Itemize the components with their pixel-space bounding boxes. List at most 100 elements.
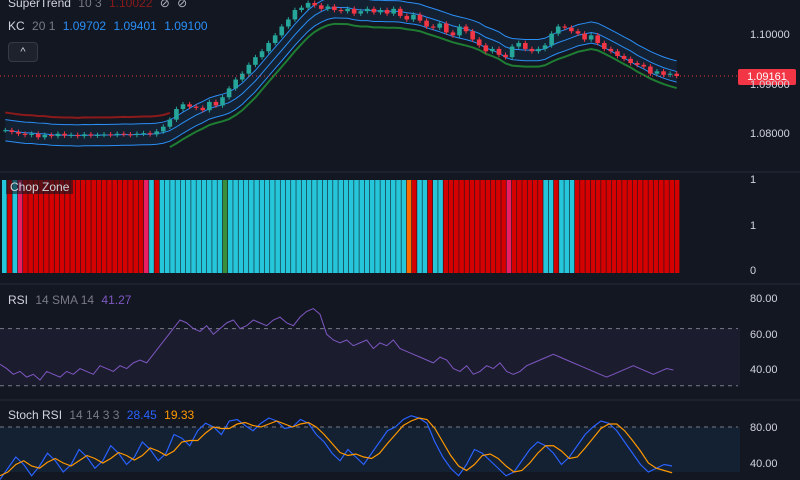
chop-zone-bar xyxy=(369,180,375,273)
candle xyxy=(509,46,515,58)
chop-zone-bar xyxy=(648,180,654,273)
chop-zone-bar xyxy=(632,180,638,273)
candle xyxy=(641,64,647,67)
candle xyxy=(286,19,291,27)
chop-axis-label: 1 xyxy=(750,174,757,186)
candle xyxy=(351,8,357,14)
chop-zone-bar xyxy=(264,180,270,273)
candle xyxy=(601,43,607,49)
chop-zone-bar xyxy=(585,180,591,273)
candle xyxy=(147,133,153,135)
rsi-line xyxy=(0,307,674,381)
supertrend-params: 10 3 xyxy=(78,0,102,10)
candle xyxy=(49,134,54,137)
candle xyxy=(582,33,587,40)
chop-zone-bar xyxy=(159,180,165,273)
chop-zone-bar xyxy=(354,180,359,273)
candle xyxy=(417,14,423,21)
chop-zone-bar xyxy=(343,180,349,273)
chop-zone-bar xyxy=(91,180,97,273)
kc-value-lower: 1.09100 xyxy=(164,19,208,33)
chop-zone-bar xyxy=(674,180,680,273)
chop-zone-bar xyxy=(317,180,323,273)
chop-zone-bar xyxy=(180,180,186,273)
chop-zone-bar xyxy=(475,180,480,273)
chop-zone-bar xyxy=(291,180,296,273)
kc-value-middle: 1.09401 xyxy=(113,19,157,33)
candle xyxy=(661,71,666,75)
chop-zone-bar xyxy=(33,180,39,273)
candle xyxy=(101,134,107,136)
chop-zone-bar xyxy=(627,180,633,273)
chop-zone-bar xyxy=(511,180,517,273)
candle xyxy=(542,45,548,49)
candle xyxy=(378,10,383,13)
chop-zone-bar xyxy=(49,180,54,273)
kc-band-fill xyxy=(5,0,677,147)
candle xyxy=(272,35,278,44)
candle xyxy=(226,88,232,98)
candle xyxy=(667,73,673,75)
candle xyxy=(371,8,377,13)
stoch-band xyxy=(0,427,740,472)
chop-zone-bar xyxy=(553,180,559,273)
chop-zone-bar xyxy=(259,180,265,273)
candle xyxy=(325,6,331,9)
rsi-params: 14 SMA 14 xyxy=(35,293,95,307)
rsi-name: RSI xyxy=(8,293,29,307)
chop-zone-bar xyxy=(658,180,664,273)
candle xyxy=(108,134,113,136)
candle xyxy=(628,58,633,64)
candle xyxy=(608,48,614,52)
chop-zone-bar xyxy=(154,180,160,273)
chop-axis-label: 0 xyxy=(750,265,757,277)
candle xyxy=(536,48,541,52)
chop-zone-bar xyxy=(664,180,669,273)
chop-zone-bar xyxy=(75,180,81,273)
candle xyxy=(318,5,324,9)
stoch-axis-label: 40.00 xyxy=(750,458,778,470)
candle xyxy=(365,8,370,12)
chop-zone-bar xyxy=(70,180,75,273)
chop-zone-bar xyxy=(80,180,86,273)
candle xyxy=(29,133,34,135)
rsi-axis-label: 40.00 xyxy=(750,364,778,376)
candle xyxy=(476,39,482,46)
candle xyxy=(397,8,403,16)
chop-zone-bar xyxy=(401,180,407,273)
chop-zone-bar xyxy=(238,180,244,273)
chop-zone-bar xyxy=(138,180,144,273)
chop-zone-bar xyxy=(7,180,12,273)
chop-zone-bar xyxy=(438,180,443,273)
chop-zone-bar xyxy=(23,180,28,273)
chop-zone-legend: Chop Zone xyxy=(6,180,74,194)
chop-zone-bar xyxy=(506,180,512,273)
chop-zone-bar xyxy=(580,180,585,273)
candle xyxy=(16,132,21,134)
candle xyxy=(233,79,238,89)
chop-zone-bar xyxy=(543,180,549,273)
candle xyxy=(9,130,15,132)
chop-zone-bar xyxy=(485,180,491,273)
candle xyxy=(575,31,581,34)
candle xyxy=(654,71,660,74)
candle xyxy=(154,131,159,135)
chop-zone-bar xyxy=(275,180,280,273)
chop-zone-bar xyxy=(601,180,606,273)
candle xyxy=(424,20,429,27)
chop-zone-bar xyxy=(175,180,181,273)
chop-zone-bar xyxy=(65,180,70,273)
hidden-eye-icon[interactable]: ⊘ xyxy=(159,0,170,10)
hidden-eye-icon[interactable]: ⊘ xyxy=(177,0,188,10)
chop-zone-bar xyxy=(432,180,438,273)
candle xyxy=(207,101,212,111)
stoch-d-line xyxy=(0,417,673,477)
chop-zone-bar xyxy=(170,180,175,273)
candle xyxy=(312,2,317,6)
candle xyxy=(121,133,127,135)
chop-zone-bar xyxy=(28,180,33,273)
collapse-legend-button[interactable]: ^ xyxy=(8,42,38,62)
candle xyxy=(588,35,594,40)
chop-zone-bar xyxy=(338,180,344,273)
